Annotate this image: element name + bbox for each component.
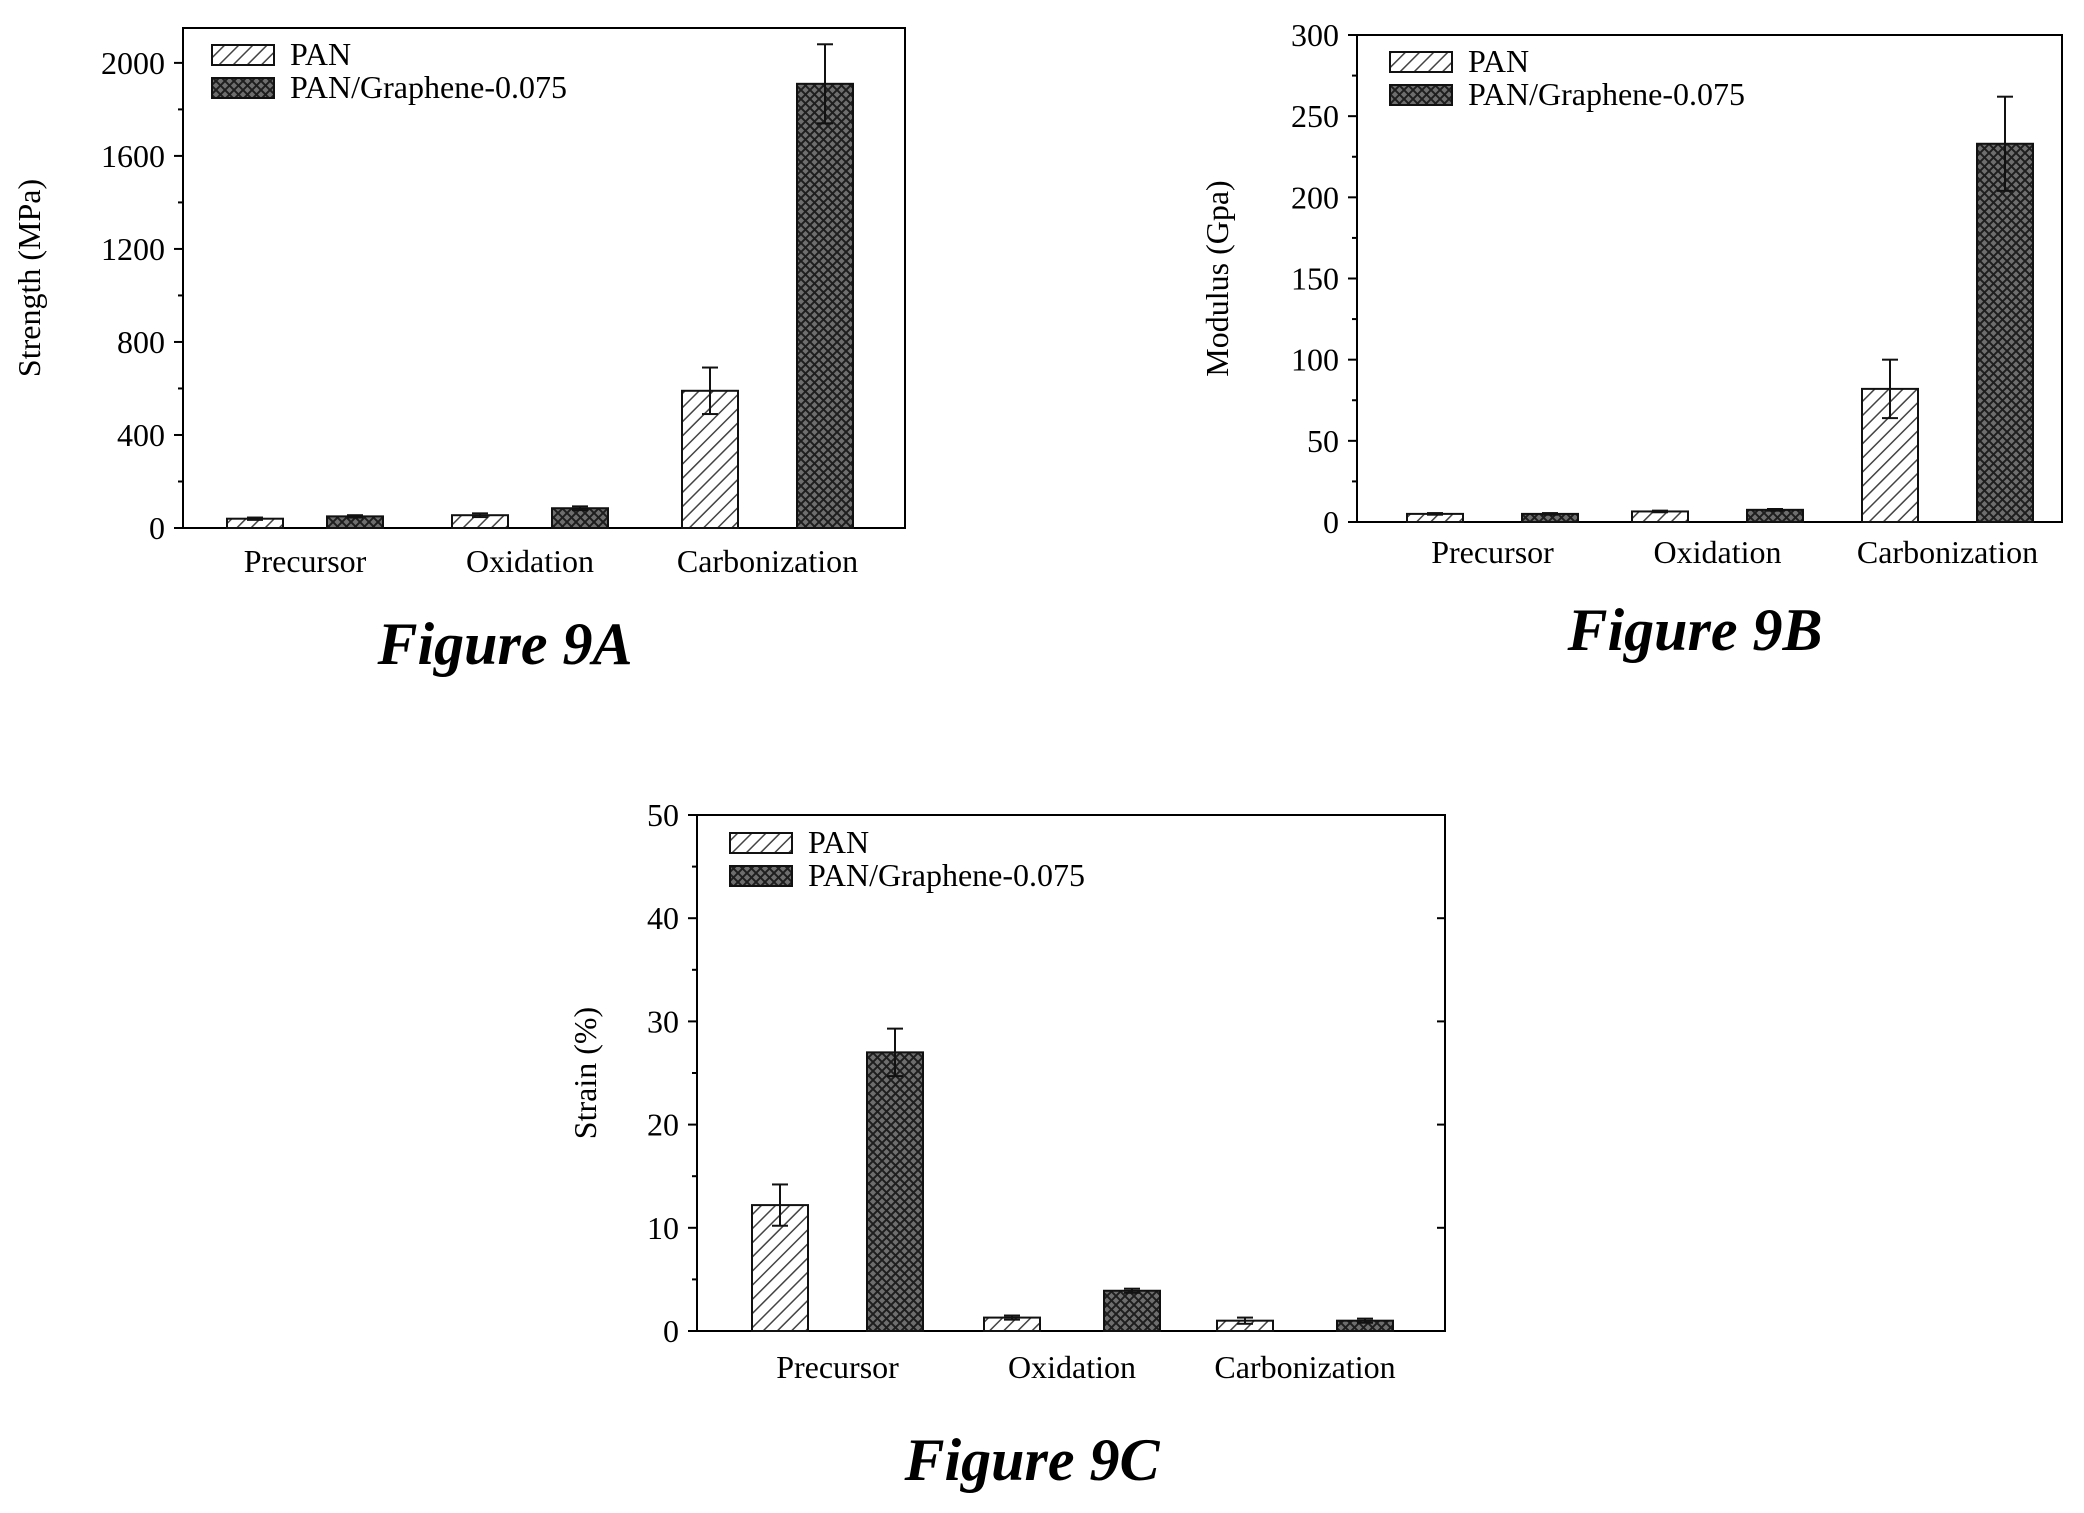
y-tick-label: 400 <box>117 417 165 453</box>
legend-swatch-pan <box>729 832 793 854</box>
y-tick-label: 0 <box>1323 504 1339 540</box>
y-axis-title: Strength (MPa) <box>11 179 47 377</box>
bar-pan-graphene-oxidation <box>551 507 609 529</box>
chart-modulus: 0 50 100 150 200 250 300 Modulus (Gpa) Precursor… <box>1199 17 2063 663</box>
bar-pan-graphene-oxidation <box>1746 508 1804 524</box>
y-tick-label: 40 <box>647 900 679 936</box>
figure-caption: Figure 9C <box>903 1427 1160 1493</box>
figure-caption: Figure 9A <box>376 611 632 677</box>
legend-swatch-pan-graphene <box>211 77 275 99</box>
x-category-label: Oxidation <box>1008 1349 1136 1385</box>
y-tick-label: 0 <box>149 510 165 546</box>
chart-strain: 0 10 20 30 40 50 Strain (%) Precursor Oxidation C… <box>567 797 1446 1493</box>
y-tick-label: 0 <box>663 1313 679 1349</box>
y-tick-label: 100 <box>1291 342 1339 378</box>
legend-swatch-pan <box>1389 51 1453 73</box>
y-tick-label: 150 <box>1291 261 1339 297</box>
legend-swatch-pan-graphene <box>1389 84 1453 106</box>
legend-label-pan: PAN <box>290 36 351 72</box>
x-category-label: Precursor <box>1431 534 1554 570</box>
y-tick-label: 300 <box>1291 17 1339 53</box>
legend-label-pan: PAN <box>808 824 869 860</box>
y-tick-label: 800 <box>117 324 165 360</box>
plot-frame <box>182 27 906 529</box>
legend-label-pan-graphene: PAN/Graphene-0.075 <box>1468 76 1745 112</box>
x-category-label: Oxidation <box>1654 534 1782 570</box>
bar-pan-graphene-oxidation <box>1103 1289 1161 1332</box>
x-category-label: Precursor <box>776 1349 899 1385</box>
y-tick-label: 2000 <box>101 45 165 81</box>
y-tick-label: 1200 <box>101 231 165 267</box>
legend-label-pan: PAN <box>1468 43 1529 79</box>
y-tick-label: 20 <box>647 1107 679 1143</box>
legend-swatch-pan-graphene <box>729 865 793 887</box>
figure-caption: Figure 9B <box>1566 597 1822 663</box>
y-tick-label: 1600 <box>101 138 165 174</box>
legend-label-pan-graphene: PAN/Graphene-0.075 <box>290 69 567 105</box>
legend-label-pan-graphene: PAN/Graphene-0.075 <box>808 857 1085 893</box>
y-axis-title: Strain (%) <box>567 1007 603 1139</box>
bar-pan-graphene-carbonization <box>796 82 854 529</box>
x-category-label: Oxidation <box>466 543 594 579</box>
y-tick-label: 250 <box>1291 98 1339 134</box>
bar-pan-graphene-carbonization <box>1976 142 2034 523</box>
legend-swatch-pan <box>211 44 275 66</box>
x-category-label: Carbonization <box>1857 534 2038 570</box>
chart-strength: 0 400 800 1200 1600 2000 Strength (MPa) Precurs… <box>11 27 906 677</box>
y-tick-label: 50 <box>1307 423 1339 459</box>
y-tick-label: 30 <box>647 1003 679 1039</box>
x-category-label: Carbonization <box>677 543 858 579</box>
bar-pan-graphene-precursor <box>866 1051 924 1332</box>
y-tick-label: 50 <box>647 797 679 833</box>
y-tick-label: 200 <box>1291 179 1339 215</box>
y-axis-title: Modulus (Gpa) <box>1199 180 1235 376</box>
x-category-label: Precursor <box>244 543 367 579</box>
x-category-label: Carbonization <box>1214 1349 1395 1385</box>
y-tick-label: 10 <box>647 1210 679 1246</box>
